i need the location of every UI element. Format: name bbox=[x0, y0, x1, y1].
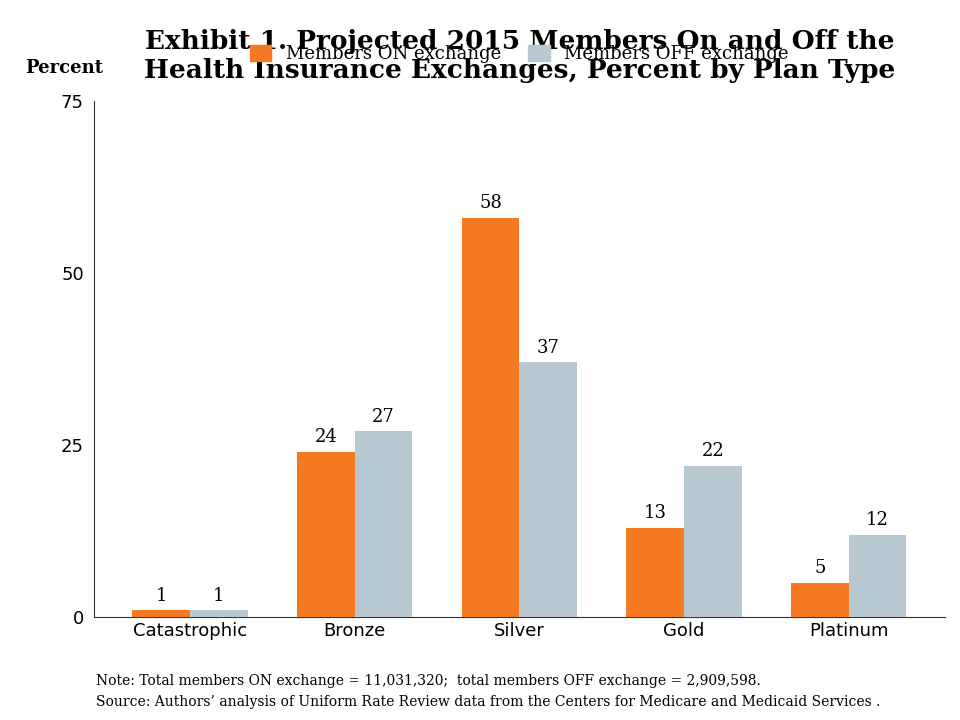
Bar bbox=[684, 466, 742, 617]
Bar bbox=[791, 583, 849, 617]
Bar bbox=[132, 611, 190, 617]
Bar bbox=[849, 535, 906, 617]
Text: Percent: Percent bbox=[26, 59, 104, 77]
Bar bbox=[626, 528, 684, 617]
Text: 24: 24 bbox=[315, 428, 337, 446]
Text: 12: 12 bbox=[866, 511, 889, 529]
Text: 1: 1 bbox=[156, 587, 167, 605]
Text: 37: 37 bbox=[537, 339, 560, 357]
Text: 27: 27 bbox=[372, 408, 395, 426]
Text: 13: 13 bbox=[644, 504, 666, 522]
Text: Source: Authors’ analysis of Uniform Rate Review data from the Centers for Medic: Source: Authors’ analysis of Uniform Rat… bbox=[96, 696, 880, 709]
Text: 5: 5 bbox=[814, 559, 826, 577]
Bar bbox=[297, 452, 354, 617]
Legend: Members ON exchange, Members OFF exchange: Members ON exchange, Members OFF exchang… bbox=[243, 37, 796, 70]
Text: 22: 22 bbox=[702, 442, 724, 460]
Bar bbox=[462, 217, 519, 617]
Bar bbox=[190, 611, 248, 617]
Text: 58: 58 bbox=[479, 194, 502, 212]
Text: Note: Total members ON exchange = 11,031,320;  total members OFF exchange = 2,90: Note: Total members ON exchange = 11,031… bbox=[96, 674, 760, 688]
Bar bbox=[354, 431, 413, 617]
Title: Exhibit 1. Projected 2015 Members On and Off the
Health Insurance Exchanges, Per: Exhibit 1. Projected 2015 Members On and… bbox=[144, 30, 895, 84]
Text: 1: 1 bbox=[213, 587, 225, 605]
Bar bbox=[519, 362, 577, 617]
